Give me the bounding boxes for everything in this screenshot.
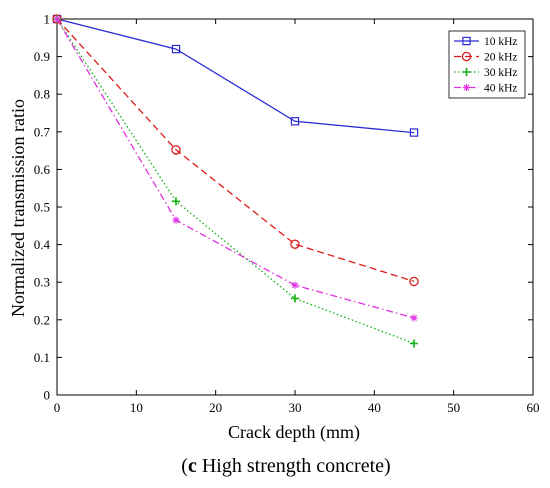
data-point (53, 15, 61, 23)
y-tick-label: 0.5 (34, 200, 50, 215)
data-point (171, 145, 181, 155)
caption-text: High strength concrete (197, 455, 384, 477)
series-line (56, 18, 415, 319)
y-tick-label: 0.9 (34, 49, 50, 64)
legend-marker (462, 83, 471, 92)
y-tick-label: 0.2 (34, 312, 50, 327)
y-tick-label: 0.7 (34, 124, 51, 139)
legend-marker (461, 51, 472, 62)
legend-item: 40 kHz (454, 83, 518, 95)
y-tick-label: 0.6 (34, 162, 51, 177)
legend-label: 40 kHz (484, 83, 518, 95)
x-axis-label: Crack depth (mm) (228, 422, 360, 443)
x-tick-label: 10 (130, 400, 143, 415)
series-layer (52, 14, 419, 348)
data-point (409, 128, 419, 137)
legend-item: 10 kHz (454, 36, 518, 48)
y-tick-label: 0.4 (34, 237, 51, 252)
data-point (409, 339, 419, 348)
series-line (56, 18, 415, 345)
data-point (171, 44, 181, 54)
legend-item: 30 kHz (454, 67, 518, 79)
data-point (409, 276, 419, 287)
x-tick-label: 40 (368, 400, 381, 415)
x-tick-label: 50 (447, 400, 460, 415)
legend: 10 kHz 20 kHz 30 kHz 40 kHz (448, 30, 526, 99)
caption-letter: c (188, 455, 197, 477)
legend-label: 20 kHz (484, 52, 518, 64)
data-point (290, 239, 300, 249)
legend-label: 10 kHz (484, 36, 518, 48)
y-tick-label: 0.3 (34, 275, 50, 290)
x-axis: 0 10 20 30 40 50 60 (54, 19, 540, 415)
data-point (290, 117, 300, 126)
y-axis: 0 0.1 0.2 0.3 0.4 0.5 0.6 0.7 0.8 0.9 1 (34, 12, 533, 403)
x-tick-label: 20 (209, 400, 222, 415)
legend-label: 30 kHz (484, 67, 518, 79)
series-line (56, 18, 415, 134)
legend-item: 20 kHz (454, 52, 518, 64)
y-tick-label: 0.8 (34, 87, 50, 102)
y-tick-label: 1 (44, 12, 51, 27)
x-tick-label: 0 (54, 400, 61, 415)
y-axis-label: Normalized transmission ratio (8, 99, 28, 317)
legend-marker (462, 67, 471, 77)
series-4 (53, 15, 418, 322)
data-point (410, 314, 418, 322)
data-point (172, 216, 180, 224)
x-tick-label: 30 (289, 400, 302, 415)
legend-box (448, 30, 526, 99)
y-tick-label: 0 (44, 388, 51, 403)
data-point (171, 197, 181, 206)
data-point (291, 281, 299, 289)
data-point (290, 294, 300, 303)
x-tick-label: 60 (527, 400, 540, 415)
legend-marker (462, 36, 471, 46)
figure-caption: (c High strength concrete) (181, 455, 390, 477)
series-line (56, 18, 415, 283)
y-tick-label: 0.1 (34, 350, 50, 365)
